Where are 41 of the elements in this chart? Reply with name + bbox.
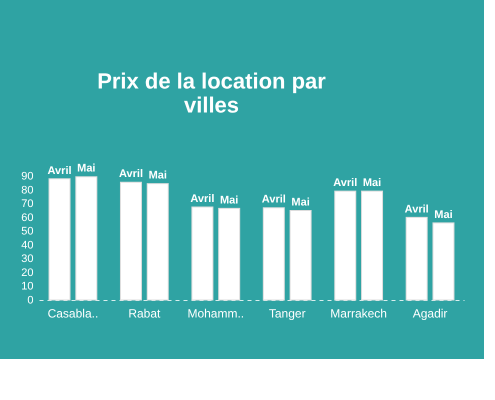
x-tick-label: Rabat: [128, 306, 162, 320]
text: Mai: [362, 177, 382, 190]
y-tick-label: 80: [21, 184, 34, 196]
text: Avril: [404, 203, 429, 216]
x-tick-label: Tanger: [268, 306, 306, 320]
y-tick-label: 70: [21, 198, 34, 210]
bar: [191, 206, 214, 300]
text: Avril: [333, 177, 358, 190]
bar: [218, 208, 240, 300]
bar: [146, 183, 169, 300]
bar: [262, 207, 285, 300]
text: Avril: [48, 164, 72, 177]
series-label: Mai: [77, 162, 96, 175]
text: Mai: [434, 208, 453, 221]
text: Mai: [148, 170, 167, 182]
bar: [120, 182, 142, 300]
x-tick-label: Marrakech: [330, 306, 387, 320]
x-tick-label: Casabla..: [48, 306, 98, 320]
bar: [75, 176, 98, 300]
text: Avril: [262, 194, 286, 206]
bar: [432, 222, 454, 300]
y-tick-label: 10: [21, 280, 34, 293]
text: Mai: [291, 196, 310, 208]
bar: [290, 210, 312, 300]
text: Mai: [220, 194, 238, 206]
bar: [334, 190, 356, 300]
y-tick-label: 0: [27, 294, 34, 306]
series-label: Avril: [190, 193, 214, 205]
bar: [361, 190, 384, 300]
bar: [406, 216, 428, 300]
bar: [48, 178, 71, 300]
chart-title: Prix de la location par villes: [97, 68, 326, 118]
y-tick-label: 90: [21, 170, 34, 182]
y-tick-label: 60: [21, 212, 34, 224]
y-tick-label: 50: [21, 226, 34, 238]
text: Avril: [118, 168, 143, 180]
y-tick-label: 20: [21, 266, 34, 279]
y-tick-label: 40: [21, 239, 34, 252]
y-tick-label: 30: [21, 253, 34, 266]
x-tick-label: Agadir: [412, 306, 448, 320]
x-tick-label: Mohamm..: [187, 306, 244, 320]
